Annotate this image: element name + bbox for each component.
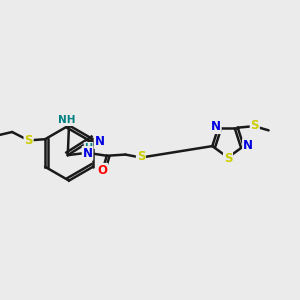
Text: O: O	[97, 164, 107, 177]
Text: S: S	[24, 134, 33, 147]
Text: N: N	[82, 147, 93, 160]
Text: N: N	[243, 139, 253, 152]
Text: S: S	[250, 119, 259, 132]
Text: S: S	[137, 151, 145, 164]
Text: N: N	[94, 135, 104, 148]
Text: H: H	[84, 143, 92, 153]
Text: S: S	[224, 152, 232, 166]
Text: N: N	[211, 120, 221, 133]
Text: NH: NH	[58, 115, 76, 125]
